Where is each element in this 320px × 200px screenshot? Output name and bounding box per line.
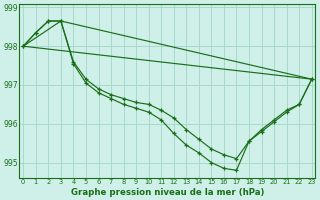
X-axis label: Graphe pression niveau de la mer (hPa): Graphe pression niveau de la mer (hPa) xyxy=(71,188,264,197)
